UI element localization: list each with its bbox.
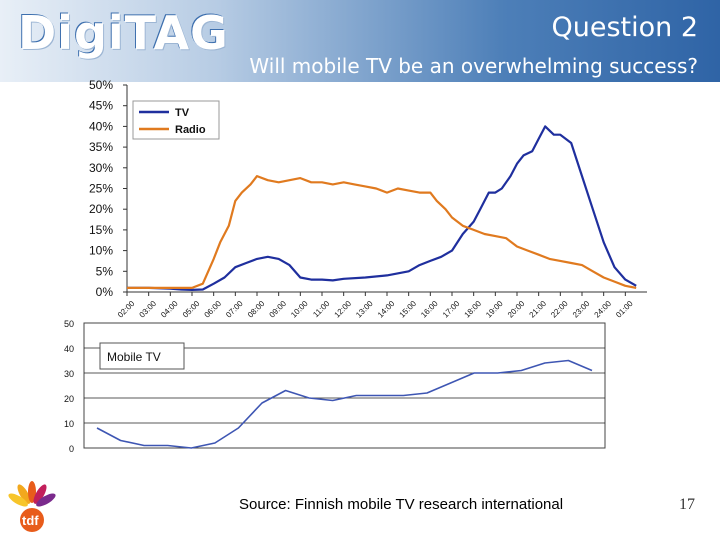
y-tick-label: 40% (89, 119, 113, 133)
mobile-plot-area (83, 322, 606, 449)
mobile-tv-axes: 0 10 20 30 40 50 (64, 319, 606, 454)
y-tick-label: 0% (96, 285, 114, 299)
mobile-tv-title: Mobile TV (107, 350, 161, 364)
y-tick-label: 35% (89, 140, 113, 154)
y-tick-label: 20 (64, 394, 74, 404)
digitag-logo: DigiTAG (18, 6, 229, 60)
mobile-tv-title-box (99, 342, 185, 370)
page-number: 17 (679, 496, 695, 513)
y-tick-label: 30% (89, 161, 113, 175)
legend-box (132, 100, 220, 140)
y-tick-label: 10 (64, 419, 74, 429)
mobile-tv-series-line (96, 359, 593, 449)
tv-series-line (127, 125, 637, 291)
y-tick-label: 10% (89, 244, 113, 258)
tv-radio-legend: TV Radio (132, 100, 220, 140)
y-tick-label: 40 (64, 344, 74, 354)
y-tick-label: 45% (89, 99, 113, 113)
tdf-logo-text: tdf (22, 513, 39, 528)
y-tick-label: 0 (69, 444, 74, 454)
legend-radio-label: Radio (175, 124, 206, 136)
slide-subtitle: Will mobile TV be an overwhelming succes… (249, 54, 698, 78)
y-tick-label: 50 (64, 319, 74, 329)
y-tick-label: 15% (89, 223, 113, 237)
radio-series-line (127, 175, 637, 289)
mobile-tv-series (96, 359, 593, 449)
slide-title: Question 2 (551, 12, 698, 43)
tdf-logo: tdf (8, 481, 56, 532)
y-tick-label: 50% (89, 78, 113, 92)
y-tick-label: 25% (89, 182, 113, 196)
tdf-flower-icon (8, 481, 56, 532)
y-tick-label: 20% (89, 202, 113, 216)
y-tick-label: 5% (96, 264, 114, 278)
source-note: Source: Finnish mobile TV research inter… (239, 496, 564, 513)
legend-tv-label: TV (175, 107, 190, 119)
y-tick-label: 30 (64, 369, 74, 379)
header-band (0, 0, 720, 82)
tv-radio-series (127, 125, 637, 291)
